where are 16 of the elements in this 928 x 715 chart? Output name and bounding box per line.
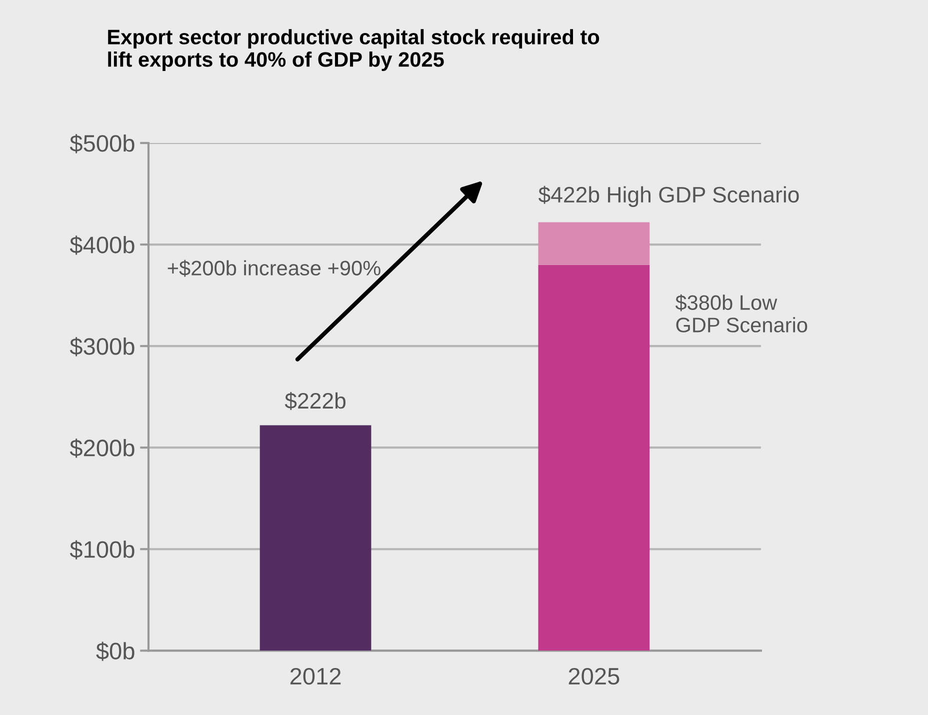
annotation: $380b Low GDP Scenario: [675, 294, 808, 332]
chart-title: Export sector productive capital stock required to lift exports to 40% of GDP by 2025: [108, 29, 600, 71]
x-tick-label: 2012: [290, 668, 341, 685]
bar: [538, 264, 650, 651]
y-tick-label: $300b: [70, 337, 134, 356]
bar: [538, 222, 650, 265]
y-tick-label: $500b: [70, 134, 134, 154]
y-tick-label: $400b: [70, 236, 134, 255]
annotation: $422b High GDP Scenario: [538, 186, 799, 207]
x-tick-label: 2025: [568, 668, 620, 685]
y-tick-label: $0b: [96, 642, 134, 661]
y-tick-label: $200b: [70, 438, 134, 458]
y-tick-label: $100b: [70, 540, 134, 560]
annotation: +$200b increase +90%: [168, 260, 380, 277]
bar: [260, 425, 372, 651]
annotation: $222b: [284, 392, 346, 410]
